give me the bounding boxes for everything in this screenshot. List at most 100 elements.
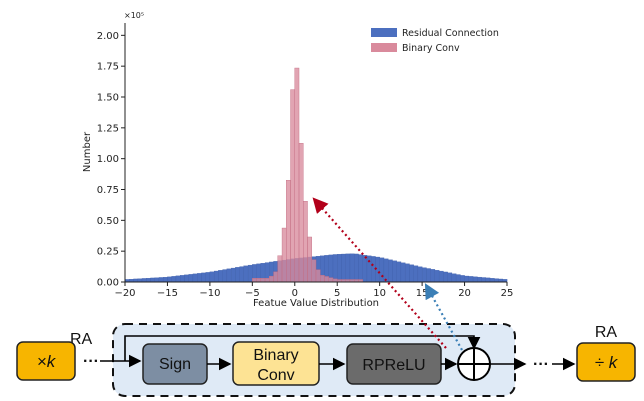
residual-bar bbox=[213, 270, 219, 283]
binary-bar bbox=[281, 227, 287, 283]
y-tick-label: 0.00 bbox=[97, 278, 119, 289]
binary-bar bbox=[286, 180, 291, 283]
y-axis-label: Number bbox=[82, 131, 93, 172]
residual-bar bbox=[222, 269, 228, 283]
legend: Residual Connection Binary Conv bbox=[371, 28, 499, 54]
y-tick-label: 1.75 bbox=[97, 62, 119, 73]
residual-bar bbox=[188, 274, 194, 283]
residual-bar bbox=[392, 260, 397, 283]
residual-bar bbox=[477, 276, 482, 283]
x-tick-label: −15 bbox=[157, 288, 178, 299]
legend-label-residual: Residual Connection bbox=[402, 28, 499, 39]
residual-bar bbox=[464, 275, 470, 283]
residual-bar bbox=[447, 272, 453, 283]
residual-bar bbox=[417, 266, 423, 283]
binary-bars bbox=[252, 67, 363, 283]
binary-bar bbox=[307, 236, 312, 283]
residual-bar bbox=[235, 267, 240, 283]
residual-bar bbox=[226, 268, 232, 283]
binary-bar bbox=[252, 278, 257, 283]
residual-bar bbox=[154, 277, 160, 283]
residual-bar bbox=[438, 270, 444, 283]
residual-bar bbox=[247, 264, 253, 283]
residual-bar bbox=[383, 258, 389, 283]
residual-bar bbox=[192, 273, 198, 283]
ra-left-label: RA bbox=[70, 331, 93, 348]
x-tick-label: 15 bbox=[416, 288, 429, 299]
residual-bar bbox=[345, 253, 351, 283]
binary-conv-label-1: Binary bbox=[253, 347, 298, 364]
residual-bar bbox=[379, 257, 385, 283]
ra-block-diagram: RA ×k ··· Sign Binary Conv RPReLU ··· RA bbox=[16, 197, 636, 397]
residual-bar bbox=[243, 265, 249, 283]
x-tick-label: 5 bbox=[334, 288, 340, 299]
residual-bar bbox=[468, 276, 474, 283]
legend-label-binary: Binary Conv bbox=[402, 43, 460, 54]
x-axis-label: Featue Value Distribution bbox=[253, 298, 379, 309]
y-tick-label: 0.25 bbox=[97, 247, 119, 258]
residual-bar bbox=[332, 254, 338, 283]
residual-bar bbox=[451, 273, 457, 283]
y-tick-label: 1.50 bbox=[97, 93, 119, 104]
y-ticks: 0.00 0.25 0.50 0.75 1.00 1.25 1.50 1.75 2.00 bbox=[97, 31, 125, 289]
binary-bar bbox=[260, 278, 266, 283]
binary-bar bbox=[320, 275, 325, 283]
residual-bar bbox=[430, 269, 436, 283]
binary-bar bbox=[273, 271, 278, 283]
residual-bar bbox=[171, 276, 177, 283]
scale-left-text: ×k bbox=[37, 352, 57, 371]
y-tick-label: 0.75 bbox=[97, 185, 119, 196]
binary-bar bbox=[277, 255, 283, 283]
residual-bar bbox=[460, 275, 465, 283]
residual-bar bbox=[163, 277, 168, 283]
residual-bar bbox=[230, 267, 236, 283]
x-ticks: −20 −15 −10 −5 0 5 10 15 20 25 bbox=[114, 282, 513, 299]
residual-bar bbox=[158, 277, 164, 283]
histogram-chart: −20 −15 −10 −5 0 5 10 15 20 25 0.00 0.25 0.50 0.75 1.… bbox=[82, 11, 513, 309]
residual-bar bbox=[141, 278, 147, 283]
residual-bar bbox=[388, 259, 393, 283]
binary-bar bbox=[328, 277, 334, 283]
add-circle bbox=[457, 347, 491, 381]
binary-bar bbox=[269, 275, 274, 283]
ra-right-label: RA bbox=[595, 324, 618, 341]
residual-bar bbox=[489, 278, 495, 283]
binary-bar bbox=[315, 269, 321, 283]
x-tick-label: 20 bbox=[458, 288, 471, 299]
residual-bar bbox=[150, 277, 155, 283]
residual-bar bbox=[184, 274, 189, 283]
binary-bar bbox=[298, 143, 304, 283]
residual-bar bbox=[426, 268, 431, 283]
residual-bar bbox=[404, 263, 410, 283]
x-tick-label: 25 bbox=[501, 288, 514, 299]
binary-bar bbox=[256, 278, 262, 283]
residual-bar bbox=[349, 253, 355, 283]
ellipsis-right: ··· bbox=[533, 356, 549, 373]
residual-bar bbox=[413, 265, 419, 283]
residual-bar bbox=[209, 271, 215, 283]
residual-bar bbox=[481, 277, 487, 283]
blue-dotted-arrow bbox=[424, 283, 463, 351]
skip-connection bbox=[124, 335, 481, 361]
ellipsis-left: ··· bbox=[83, 353, 99, 370]
binary-bar bbox=[324, 276, 329, 283]
residual-bar bbox=[485, 277, 491, 283]
binary-bar bbox=[311, 259, 317, 283]
residual-bar bbox=[366, 255, 372, 283]
residual-bar bbox=[218, 270, 223, 283]
residual-bar bbox=[409, 264, 414, 283]
binary-bar bbox=[290, 89, 295, 283]
residual-bar bbox=[341, 253, 346, 283]
residual-bar bbox=[455, 274, 461, 283]
legend-swatch-residual bbox=[371, 28, 397, 37]
x-tick-label: −20 bbox=[114, 288, 135, 299]
residual-bar bbox=[358, 254, 363, 283]
residual-bar bbox=[201, 272, 206, 283]
residual-bar bbox=[434, 270, 440, 283]
residual-bar bbox=[362, 255, 368, 283]
x-tick-label: 10 bbox=[373, 288, 386, 299]
residual-bar bbox=[146, 278, 151, 283]
plot-area bbox=[125, 23, 507, 282]
residual-bar bbox=[167, 276, 172, 283]
